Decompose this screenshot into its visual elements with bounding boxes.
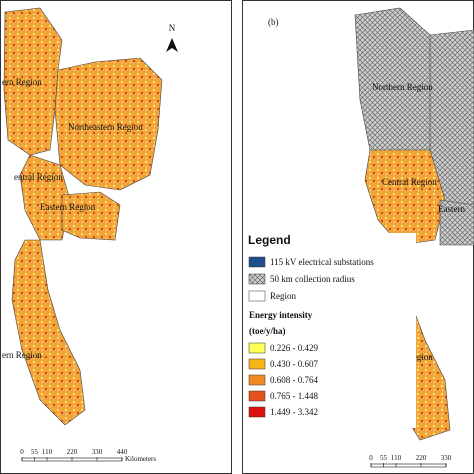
legend-swatch — [248, 342, 266, 354]
legend-swatch — [248, 256, 266, 268]
scale-bar-body — [370, 463, 447, 468]
region-label: Eastern Region — [40, 202, 96, 212]
scale-tick-label: 220 — [67, 448, 78, 456]
scale-tick-label: 110 — [391, 454, 402, 462]
legend-unit: (toe/y/ha) — [249, 326, 286, 336]
legend-swatch — [248, 374, 266, 386]
legend-class-label: 1.449 - 3.342 — [270, 407, 318, 417]
legend-item: Region — [270, 291, 296, 301]
scale-tick-label: 440 — [117, 448, 128, 456]
region-label: ern Region — [2, 77, 42, 87]
legend-swatch — [248, 358, 266, 370]
map-left — [3, 7, 163, 426]
scale-tick-label: 330 — [441, 454, 452, 462]
legend-classes: 0.226 - 0.429 0.430 - 0.607 0.608 - 0.764 0… — [248, 342, 318, 418]
legend-swatch — [248, 273, 266, 285]
legend-item: 115 kV electrical substations — [270, 257, 374, 267]
north-arrow: N — [166, 23, 178, 52]
scale-tick-label: 55 — [31, 448, 39, 456]
scale-tick-label: 110 — [42, 448, 53, 456]
legend-box — [246, 233, 416, 428]
scale-tick-label: 330 — [92, 448, 103, 456]
legend: Legend 115 kV electrical substations 50 … — [246, 233, 416, 428]
panel-label: (b) — [268, 17, 279, 27]
scale-unit: Kilometers — [125, 455, 156, 463]
legend-swatch — [248, 390, 266, 402]
legend-class-label: 0.430 - 0.607 — [270, 359, 318, 369]
scale-tick-label: 0 — [369, 454, 373, 462]
region-label: entral Region — [14, 172, 63, 182]
region-label: Northern Region — [372, 82, 433, 92]
region-label: Eastern — [438, 204, 465, 214]
region-label: Northeastern Region — [68, 122, 143, 132]
scale-tick-label: 0 — [20, 448, 24, 456]
legend-swatch — [248, 406, 266, 418]
legend-class-label: 0.765 - 1.448 — [270, 391, 318, 401]
scale-tick-label: 220 — [416, 454, 427, 462]
legend-class-label: 0.226 - 0.429 — [270, 343, 318, 353]
north-label: N — [169, 23, 176, 33]
region-label: Central Region — [382, 177, 437, 187]
legend-item: 50 km collection radius — [270, 274, 355, 284]
legend-title: Legend — [248, 233, 291, 247]
region-label: ern Region — [2, 350, 42, 360]
scale-tick-label: 55 — [380, 454, 388, 462]
legend-swatch — [248, 290, 266, 302]
scale-bar: 0 55 110 220 330 — [369, 454, 452, 468]
legend-class-label: 0.608 - 0.764 — [270, 375, 318, 385]
legend-subtitle: Energy intensity — [249, 310, 313, 320]
